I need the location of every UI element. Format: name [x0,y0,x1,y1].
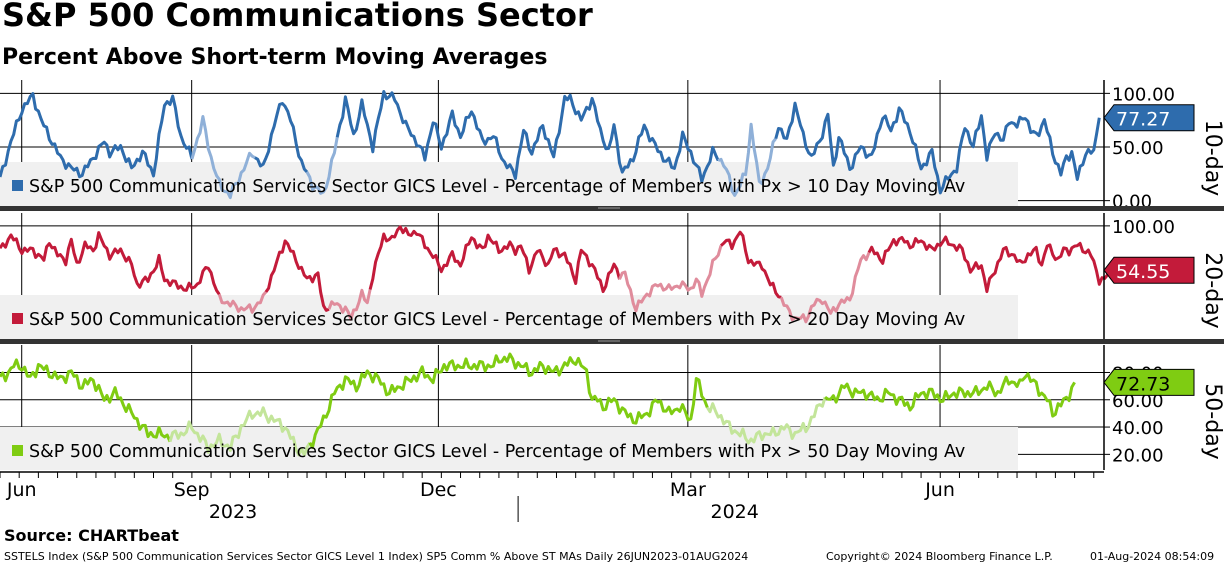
y-tick-label: 50.00 [1112,138,1164,159]
axis-title-50-day: 50-day [1200,383,1224,459]
last-value-label: 77.27 [1116,109,1170,131]
y-tick-label: 60.00 [1112,391,1164,412]
legend-label: S&P 500 Communication Services Sector GI… [29,310,965,330]
copyright: Copyright© 2024 Bloomberg Finance L.P. [826,550,1053,563]
x-tick-label: Jun [924,479,955,501]
y-tick-label: 100.00 [1112,217,1175,238]
series-line-10-day [335,90,720,184]
last-value-box [1103,104,1195,132]
series-line-20-day [618,245,723,313]
last-value-tag-50-day: 72.73 [1103,368,1195,396]
series-line-50-day [308,352,709,449]
series-line-10-day [190,115,256,200]
series-line-20-day [368,225,621,294]
last-value-label: 72.73 [1116,373,1170,395]
series-line-20-day [327,288,372,321]
y-tick-label: 40.00 [1112,418,1164,439]
series-line-50-day [824,372,1076,418]
legend-label: S&P 500 Communication Services Sector GI… [29,442,965,462]
year-label: 2024 [710,501,758,523]
ticker-info: SSTELS Index (S&P 500 Communication Serv… [4,550,749,563]
timestamp: 01-Aug-2024 08:54:09 [1090,550,1215,563]
source-label: Source: CHARTbeat [4,526,179,545]
series-line-10-day [774,101,1101,195]
year-label: 2023 [209,501,257,523]
series-line-20-day [264,239,330,312]
x-tick-label: Dec [420,479,457,501]
y-tick-label: 100.00 [1112,84,1175,105]
legend-box [0,427,1018,470]
axis-title-20-day: 20-day [1200,252,1224,328]
series-line-20-day [217,290,268,314]
chart-title: S&P 500 Communications Sector [2,0,593,34]
legend-box [0,295,1018,339]
last-value-tag-20-day: 54.55 [1103,256,1195,284]
x-tick-label: Sep [174,479,210,501]
series-line-20-day [720,230,782,299]
last-value-tag-10-day: 77.27 [1103,104,1195,132]
series-line-10-day [0,92,194,179]
series-line-10-day [717,122,777,197]
series-line-20-day [0,231,221,296]
last-value-box [1103,256,1195,284]
legend-swatch [12,445,23,456]
series-line-50-day [706,396,827,445]
series-line-20-day [867,235,1120,294]
chart-subtitle: Percent Above Short-term Moving Averages [2,45,548,70]
legend-swatch [12,313,23,324]
y-tick-label: 20.00 [1112,445,1164,466]
last-value-box [1103,368,1195,396]
series-line-10-day [254,102,309,174]
legend-label: S&P 500 Communication Services Sector GI… [29,177,965,197]
series-line-50-day [168,406,312,457]
series-line-10-day [305,137,339,195]
series-line-50-day [0,358,172,443]
axis-title-10-day: 10-day [1200,120,1224,196]
x-tick-label: Mar [670,479,706,501]
legend-swatch [12,180,23,191]
series-line-20-day [779,252,871,324]
last-value-label: 54.55 [1116,261,1170,283]
x-tick-label: Jun [6,479,37,501]
